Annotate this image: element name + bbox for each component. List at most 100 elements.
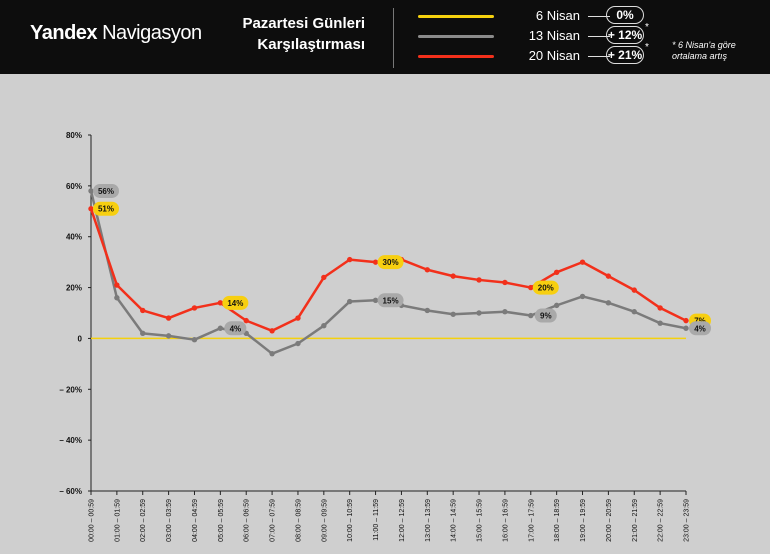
line-chart: 80% 60% 40% 20% 0 – 20% – 40% – 60% 00:00 – 00:5… [59, 131, 711, 542]
data-point [165, 333, 172, 339]
x-tick-label: 14:00 – 14:59 [451, 499, 458, 542]
x-tick-label: 20:00 – 20:59 [606, 499, 613, 542]
data-point [424, 307, 431, 314]
data-point [579, 259, 586, 265]
data-point [683, 325, 689, 331]
data-label: 20% [538, 284, 554, 293]
data-point [657, 305, 663, 311]
header-divider [393, 8, 394, 68]
data-point [450, 273, 456, 279]
data-label-pill [377, 293, 404, 308]
legend-star: * [645, 22, 649, 33]
x-tick-label: 13:00 – 13:59 [425, 499, 432, 542]
data-point [191, 337, 198, 343]
data-point [553, 269, 560, 276]
x-tick-label: 11:00 – 11:59 [373, 499, 380, 541]
data-point [140, 307, 146, 314]
y-tick-label: 80% [66, 131, 82, 140]
y-tick-label: 60% [66, 182, 82, 191]
legend-star: * [645, 42, 649, 53]
data-label-pill [534, 308, 557, 323]
data-point [346, 298, 353, 305]
data-label-pill [377, 255, 404, 270]
x-tick-label: 23:00 – 23:59 [684, 499, 691, 542]
data-label: 51% [98, 205, 114, 214]
data-point [605, 300, 612, 306]
x-tick-label: 12:00 – 12:59 [399, 499, 406, 542]
legend-label: 6 Nisan [535, 8, 580, 23]
legend-pill: 0% [606, 6, 644, 24]
data-label: 4% [694, 324, 706, 333]
x-tick-label: 00:00 – 00:59 [89, 499, 96, 542]
data-label-pill [93, 201, 119, 216]
legend-dash [588, 16, 610, 17]
data-label-pill [532, 280, 559, 295]
data-point [502, 309, 508, 315]
data-label-pill [224, 321, 247, 336]
data-point [631, 287, 637, 293]
data-point [88, 188, 94, 194]
data-point [450, 311, 456, 317]
legend-label: 20 Nisan [528, 48, 580, 63]
data-label: 9% [540, 312, 552, 321]
legend-swatch-gray [418, 35, 494, 38]
data-point [295, 340, 301, 347]
x-tick-label: 16:00 – 16:59 [502, 499, 509, 542]
legend-swatch-yellow [418, 15, 494, 18]
x-tick-label: 15:00 – 15:59 [477, 499, 484, 542]
data-point [114, 295, 120, 301]
x-tick-label: 22:00 – 22:59 [658, 499, 665, 542]
legend-label: 13 Nisan [528, 28, 580, 43]
data-point [528, 284, 534, 291]
footnote: * 6 Nisan'a göre ortalama artış [672, 40, 736, 61]
data-point [657, 320, 663, 326]
chart-header: Yandex Navigasyon Pazartesi Günleri Karş… [0, 0, 770, 74]
legend-pill: + 21% [606, 46, 644, 64]
data-point [321, 323, 327, 329]
data-point [372, 297, 379, 303]
data-point [140, 330, 146, 337]
data-label: 7% [694, 317, 706, 326]
x-tick-label: 08:00 – 08:59 [295, 499, 302, 542]
data-point [165, 315, 172, 321]
data-point [88, 206, 94, 212]
data-label: 14% [227, 299, 243, 308]
chart-title-line2: Karşılaştırması [257, 36, 365, 53]
data-label-pill [93, 183, 119, 198]
legend-dash [588, 36, 610, 37]
x-tick-label: 10:00 – 10:59 [347, 499, 354, 542]
data-point [476, 277, 482, 283]
data-label: 4% [230, 324, 242, 333]
x-tick-label: 21:00 – 21:59 [632, 499, 639, 542]
data-label-pill [689, 321, 711, 336]
data-point [114, 282, 120, 288]
data-point [295, 315, 301, 321]
data-point [683, 317, 689, 324]
x-tick-label: 19:00 – 19:59 [580, 499, 587, 542]
data-point [269, 328, 275, 334]
x-tick-label: 03:00 – 03:59 [166, 499, 173, 542]
data-point [243, 317, 249, 324]
data-point [605, 273, 612, 279]
data-point [579, 293, 586, 300]
x-tick-label: 18:00 – 18:59 [554, 499, 561, 542]
y-tick-label: – 20% [59, 385, 82, 394]
series-line-red [89, 208, 687, 333]
data-point [269, 350, 275, 357]
data-point [553, 302, 560, 309]
chart-title: Pazartesi Günleri Karşılaştırması [205, 13, 365, 55]
data-label: 56% [98, 187, 114, 196]
brand-name: Yandex [30, 22, 98, 44]
x-tick-label: 07:00 – 07:59 [270, 499, 277, 542]
data-label: 30% [383, 258, 399, 267]
data-point [217, 300, 224, 306]
x-tick-label: 01:00 – 01:59 [114, 499, 121, 542]
y-tick-label: – 40% [59, 436, 82, 445]
brand-logo: Yandex Navigasyon [30, 22, 202, 45]
series-line-gray [89, 190, 687, 355]
x-tick-label: 09:00 – 09:59 [321, 499, 328, 542]
data-point [631, 309, 637, 315]
data-point [346, 256, 353, 263]
x-tick-label: 05:00 – 05:59 [218, 499, 225, 542]
data-point [191, 305, 198, 311]
